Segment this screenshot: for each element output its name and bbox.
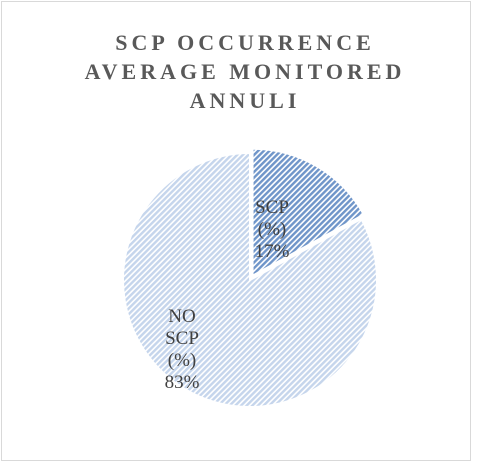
data-label: NO SCP (%) 83% bbox=[160, 306, 204, 394]
category-label: SCP (%) bbox=[255, 197, 289, 240]
category-label: NO SCP (%) bbox=[165, 306, 199, 371]
chart-title: SCP OCCURRENCE AVERAGE MONITORED ANNULI bbox=[84, 30, 406, 113]
data-label: SCP (%) 17% bbox=[250, 197, 294, 263]
pie-slice bbox=[122, 151, 378, 408]
value-label: 17% bbox=[254, 241, 290, 262]
pie-slice bbox=[251, 147, 366, 278]
chart-border bbox=[1, 1, 471, 461]
value-label: 83% bbox=[164, 372, 200, 393]
